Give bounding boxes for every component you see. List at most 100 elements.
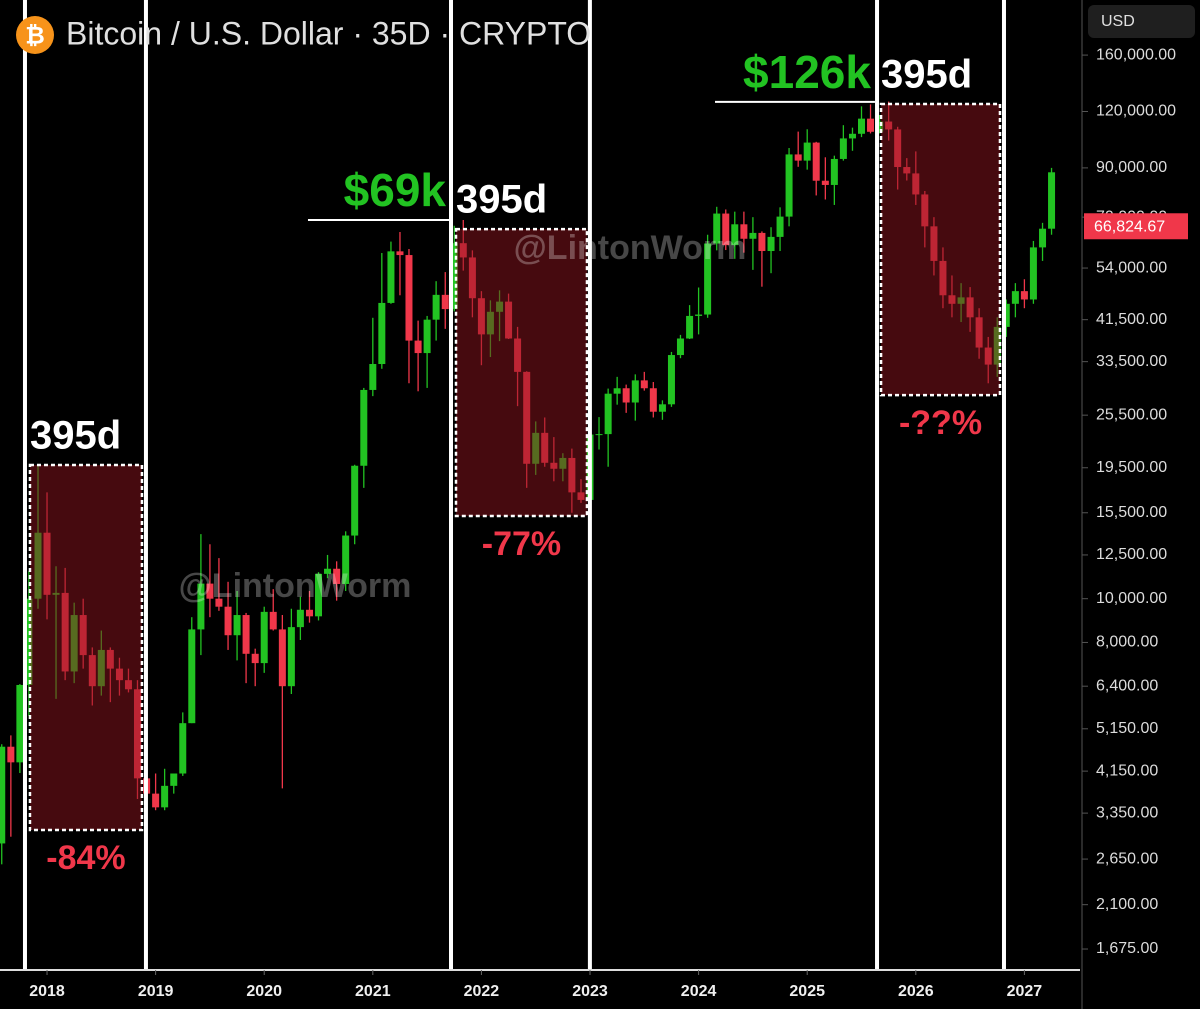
candle-body (7, 746, 15, 763)
x-tick-label: 2019 (138, 983, 174, 1000)
x-tick-label: 2025 (789, 983, 825, 1000)
candle-body (170, 773, 178, 786)
y-tick-label: 120,000.00 (1096, 103, 1176, 120)
candle-body (695, 314, 703, 316)
currency-badge[interactable] (1088, 5, 1195, 38)
candle-body (251, 653, 259, 664)
x-tick-label: 2027 (1007, 983, 1043, 1000)
candle-body (414, 340, 422, 354)
candle (351, 464, 359, 545)
price-axis-panel (1080, 0, 1200, 1009)
candle (658, 400, 666, 420)
candle-body (1039, 228, 1047, 248)
candle-body (206, 583, 214, 599)
candle (704, 234, 712, 318)
candle (16, 684, 24, 774)
candle-body (396, 251, 404, 256)
candle-body (740, 224, 748, 239)
candle-body (658, 404, 666, 412)
candle (1039, 222, 1047, 261)
candle-body (749, 232, 757, 239)
candle (278, 615, 286, 789)
candle (776, 207, 784, 252)
candle (1029, 240, 1037, 304)
chart-title: Bitcoin / U.S. Dollar · 35D · CRYPTO (66, 15, 591, 51)
candle (360, 387, 368, 488)
candle (640, 371, 648, 391)
candle (197, 534, 205, 656)
candle-body (315, 573, 323, 617)
candle (170, 773, 178, 794)
candle (206, 544, 214, 618)
candle-body (197, 583, 205, 630)
candle-body (595, 434, 603, 436)
candle-body (224, 606, 232, 636)
candle-body (242, 615, 250, 654)
y-tick-label: 33,500.00 (1096, 353, 1167, 370)
candle (595, 417, 603, 450)
candle (758, 231, 766, 287)
candle-body (830, 158, 838, 185)
candle-body (803, 142, 811, 161)
axes: 160,000.00120,000.0090,000.0070,000.0054… (29, 46, 1188, 1000)
candle (785, 148, 793, 227)
candle (396, 231, 404, 296)
watermark: @LintonWorm (179, 567, 412, 605)
x-tick-label: 2022 (464, 983, 500, 1000)
candle (387, 241, 395, 304)
candle-body (342, 535, 350, 584)
candle-body (821, 180, 829, 185)
candle-body (387, 251, 395, 303)
candle-body (1029, 247, 1037, 300)
candle-body (604, 393, 612, 435)
candle-body (785, 154, 793, 217)
candle-body (758, 232, 766, 252)
overlay: 395d -84% 395d -77% 395d -??% $69k $126k @Linton… (22, 0, 1006, 970)
change-label: -84% (46, 839, 125, 877)
candle (287, 608, 295, 695)
candle (695, 287, 703, 335)
candle-body (278, 629, 286, 687)
y-tick-label: 15,500.00 (1096, 504, 1167, 521)
candle-body (161, 785, 169, 808)
y-tick-label: 41,500.00 (1096, 311, 1167, 328)
candle-body (432, 294, 440, 320)
candle-body (260, 611, 268, 664)
watermark: @LintonWorm (514, 229, 747, 267)
candle-body (306, 609, 314, 617)
candle-body (369, 364, 377, 390)
candle-body (731, 224, 739, 246)
candle (821, 157, 829, 200)
last-price-label: 66,824.67 (1094, 218, 1165, 235)
candle (604, 388, 612, 467)
candle (713, 206, 721, 251)
candle-body (152, 793, 160, 808)
candle (631, 374, 639, 421)
candle-body (1002, 303, 1010, 327)
candle-body (867, 118, 875, 132)
candle (767, 227, 775, 274)
candle-body (839, 138, 847, 159)
drawdown-box (454, 227, 589, 518)
x-tick-label: 2018 (29, 983, 65, 1000)
duration-label: 395d (30, 414, 121, 458)
candle-body (704, 243, 712, 315)
candle (794, 131, 802, 167)
candle-body (450, 243, 458, 310)
currency-label: USD (1101, 13, 1135, 30)
candle (333, 561, 341, 601)
candle (731, 211, 739, 259)
candle (858, 106, 866, 138)
candle-body (667, 355, 675, 405)
candle-body (188, 629, 196, 724)
candle-body (269, 611, 277, 630)
candle (423, 315, 431, 388)
y-tick-label: 8,000.00 (1096, 634, 1158, 651)
symbol-icon: ₿ (25, 22, 45, 49)
y-tick-label: 2,100.00 (1096, 896, 1158, 913)
peak-label: $69k (344, 164, 447, 216)
candle-body (360, 389, 368, 466)
candle-body (794, 154, 802, 161)
y-tick-label: 54,000.00 (1096, 259, 1167, 276)
candle-body (324, 568, 332, 574)
